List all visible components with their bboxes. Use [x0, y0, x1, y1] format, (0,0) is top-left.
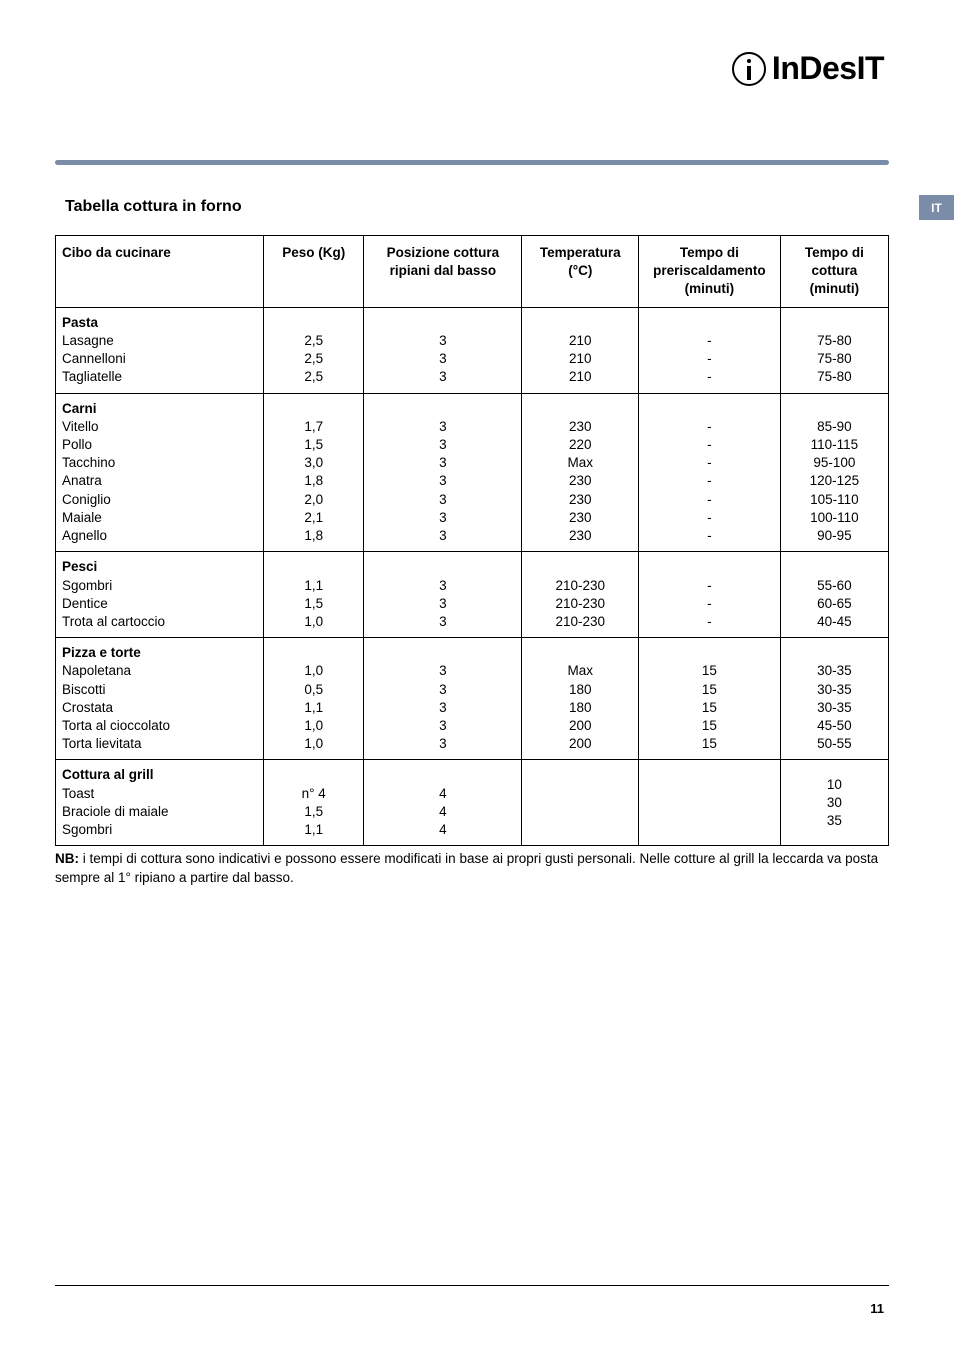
cell-position: 444	[364, 760, 522, 846]
th-cooktime: Tempo di cottura (minuti)	[780, 236, 888, 308]
cell-weight: 2,52,52,5	[264, 307, 364, 393]
cell-weight: 1,00,51,11,01,0	[264, 638, 364, 760]
cell-weight: 1,11,51,0	[264, 552, 364, 638]
cell-position: 333	[364, 552, 522, 638]
table-row: Pizza e torteNapoletanaBiscottiCrostataT…	[56, 638, 889, 760]
cell-food: Cottura al grillToastBraciole di maialeS…	[56, 760, 264, 846]
cooking-table: Cibo da cucinare Peso (Kg) Posizione cot…	[55, 235, 889, 846]
cell-position: 3333333	[364, 393, 522, 552]
cell-position: 333	[364, 307, 522, 393]
brand-logo: InDesIT	[732, 50, 884, 87]
th-position: Posizione cottura ripiani dal basso	[364, 236, 522, 308]
th-food: Cibo da cucinare	[56, 236, 264, 308]
cell-preheat: ---	[639, 307, 781, 393]
page-number: 11	[870, 1301, 884, 1316]
logo-i-icon	[732, 52, 766, 86]
header-divider	[55, 160, 889, 165]
cell-preheat: -------	[639, 393, 781, 552]
cell-food: PesciSgombriDenticeTrota al cartoccio	[56, 552, 264, 638]
cell-temperature: 230220Max230230230230	[522, 393, 639, 552]
cell-cooktime: 85-90110-11595-100120-125105-110100-1109…	[780, 393, 888, 552]
table-header-row: Cibo da cucinare Peso (Kg) Posizione cot…	[56, 236, 889, 308]
cell-preheat: ---	[639, 552, 781, 638]
cell-weight: n° 41,51,1	[264, 760, 364, 846]
cell-food: PastaLasagneCannelloniTagliatelle	[56, 307, 264, 393]
content-area: Cibo da cucinare Peso (Kg) Posizione cot…	[55, 235, 889, 887]
cell-preheat: 1515151515	[639, 638, 781, 760]
brand-name: InDesIT	[772, 50, 884, 87]
cell-cooktime: 75-8075-8075-80	[780, 307, 888, 393]
cell-preheat	[639, 760, 781, 846]
table-row: CarniVitelloPolloTacchinoAnatraConiglioM…	[56, 393, 889, 552]
section-title: Tabella cottura in forno	[65, 198, 242, 216]
footnote-text: i tempi di cottura sono indicativi e pos…	[55, 851, 878, 884]
footer-divider	[55, 1285, 889, 1286]
cell-temperature: Max180180200200	[522, 638, 639, 760]
cell-weight: 1,71,53,01,82,02,11,8	[264, 393, 364, 552]
table-row: Cottura al grillToastBraciole di maialeS…	[56, 760, 889, 846]
cell-cooktime: 103035	[780, 760, 888, 846]
th-preheat: Tempo di preriscaldamento (minuti)	[639, 236, 781, 308]
table-row: PesciSgombriDenticeTrota al cartoccio1,1…	[56, 552, 889, 638]
footnote-prefix: NB:	[55, 851, 79, 866]
th-temperature: Temperatura (°C)	[522, 236, 639, 308]
footnote: NB: i tempi di cottura sono indicativi e…	[55, 850, 889, 886]
cell-position: 33333	[364, 638, 522, 760]
cell-temperature: 210210210	[522, 307, 639, 393]
cell-temperature	[522, 760, 639, 846]
cell-cooktime: 55-6060-6540-45	[780, 552, 888, 638]
table-row: PastaLasagneCannelloniTagliatelle2,52,52…	[56, 307, 889, 393]
th-weight: Peso (Kg)	[264, 236, 364, 308]
cell-food: Pizza e torteNapoletanaBiscottiCrostataT…	[56, 638, 264, 760]
language-tag: IT	[919, 195, 954, 220]
cell-temperature: 210-230210-230210-230	[522, 552, 639, 638]
cell-food: CarniVitelloPolloTacchinoAnatraConiglioM…	[56, 393, 264, 552]
cell-cooktime: 30-3530-3530-3545-5050-55	[780, 638, 888, 760]
